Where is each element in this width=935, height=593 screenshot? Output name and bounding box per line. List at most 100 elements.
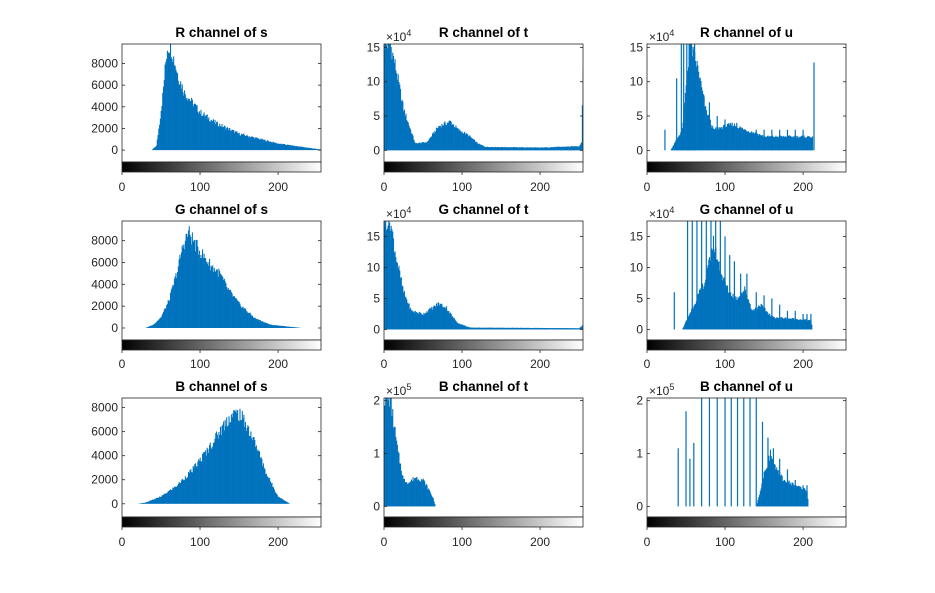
histogram-bar bbox=[567, 328, 569, 330]
histogram-bar bbox=[283, 143, 285, 151]
histogram-bar bbox=[547, 147, 549, 151]
plot-title: B channel of s bbox=[175, 379, 267, 394]
histogram-bar bbox=[286, 145, 288, 151]
histogram-bar bbox=[750, 132, 752, 151]
histogram-bar bbox=[218, 432, 220, 504]
histogram-bar bbox=[745, 130, 747, 151]
histogram-bar bbox=[393, 252, 395, 330]
histogram-bar bbox=[495, 146, 497, 151]
histogram-bar bbox=[786, 137, 788, 151]
histogram-bar bbox=[205, 115, 207, 151]
histogram-bar bbox=[216, 434, 218, 504]
histogram-bar bbox=[770, 315, 772, 330]
histogram-bar bbox=[525, 147, 527, 151]
histogram-bar bbox=[392, 52, 394, 151]
histogram-bar bbox=[264, 469, 266, 504]
histogram-bar bbox=[306, 147, 308, 151]
histogram-bar bbox=[267, 140, 269, 151]
histogram-bar bbox=[496, 327, 498, 330]
histogram-bar bbox=[410, 310, 413, 330]
histogram-bar bbox=[563, 146, 565, 151]
histogram-bar bbox=[708, 259, 710, 330]
histogram-bar bbox=[535, 147, 537, 151]
histogram-bar bbox=[808, 136, 810, 151]
histogram-bar bbox=[399, 84, 401, 151]
histogram-spike bbox=[755, 129, 757, 151]
histogram-bar bbox=[385, 230, 388, 330]
histogram-bar bbox=[146, 501, 148, 504]
histogram-bar bbox=[394, 426, 396, 507]
histogram-bar bbox=[154, 147, 156, 151]
histogram-bar bbox=[456, 127, 458, 151]
histogram-bar bbox=[399, 89, 402, 151]
histogram-bar bbox=[780, 475, 782, 507]
histogram-bar bbox=[432, 306, 434, 330]
histogram-bar bbox=[811, 137, 813, 151]
histogram-spike bbox=[701, 398, 703, 507]
histogram-bar bbox=[788, 480, 790, 507]
histogram-bar bbox=[273, 489, 275, 504]
histogram-bar bbox=[775, 469, 777, 507]
y-tick-label: 1 bbox=[373, 447, 380, 461]
histogram-bar bbox=[471, 137, 473, 151]
histogram-bar bbox=[769, 136, 771, 151]
histogram-bar bbox=[385, 44, 388, 151]
histogram-bar bbox=[250, 136, 252, 151]
histogram-bar bbox=[427, 489, 429, 507]
histogram-spike bbox=[676, 78, 678, 151]
histogram-bar bbox=[315, 148, 318, 151]
x-tick-label: 200 bbox=[793, 535, 813, 549]
histogram-bar bbox=[171, 287, 173, 328]
histogram-bar bbox=[424, 485, 427, 507]
histogram-bar bbox=[460, 324, 462, 330]
x-tick-label: 200 bbox=[268, 180, 288, 194]
histogram-bar bbox=[739, 126, 741, 151]
histogram-bar bbox=[394, 59, 396, 151]
histogram-bar bbox=[741, 128, 743, 151]
histogram-spike bbox=[719, 221, 721, 330]
histogram-bar bbox=[387, 44, 389, 151]
histogram-bar bbox=[217, 125, 219, 151]
histogram-bar bbox=[200, 461, 202, 504]
histogram-bar bbox=[297, 146, 300, 151]
histogram-bar bbox=[244, 426, 246, 504]
histogram-bar bbox=[287, 502, 289, 504]
histogram-bar bbox=[509, 147, 511, 151]
histogram-bar bbox=[419, 312, 421, 330]
histogram-bar bbox=[281, 325, 283, 328]
histogram-bar bbox=[215, 433, 217, 504]
histogram-bar bbox=[776, 467, 778, 507]
histogram-bar bbox=[242, 306, 244, 328]
histogram-bar bbox=[581, 105, 583, 151]
histogram-bar bbox=[482, 327, 484, 330]
histogram-bar bbox=[699, 288, 701, 330]
histogram-bar bbox=[755, 307, 757, 330]
histogram-bar bbox=[204, 116, 206, 151]
histogram-bar bbox=[678, 135, 680, 151]
histogram-bar bbox=[147, 327, 149, 328]
histogram-bar bbox=[393, 426, 395, 507]
histogram-bar bbox=[158, 128, 160, 151]
histogram-bar bbox=[193, 240, 195, 328]
histogram-bar bbox=[709, 257, 711, 330]
histogram-bar bbox=[757, 306, 759, 330]
histogram-bar bbox=[433, 305, 435, 330]
histogram-bar bbox=[732, 126, 734, 151]
histogram-bar bbox=[732, 293, 734, 330]
histogram-bar bbox=[568, 328, 570, 330]
histogram-bar bbox=[200, 109, 202, 151]
histogram-bar bbox=[501, 327, 503, 330]
histogram-bar bbox=[287, 326, 289, 328]
histogram-bar bbox=[778, 317, 780, 330]
histogram-bar bbox=[257, 138, 259, 151]
histogram-bar bbox=[791, 317, 793, 330]
histogram-bar bbox=[772, 458, 774, 507]
histogram-bar bbox=[202, 114, 204, 151]
histogram-bar bbox=[571, 328, 573, 330]
histogram-bar bbox=[430, 493, 432, 507]
histogram-bar bbox=[226, 289, 229, 328]
histogram-bar bbox=[580, 326, 582, 330]
histogram-bar bbox=[181, 245, 183, 328]
histogram-bar bbox=[425, 484, 427, 507]
histogram-bar bbox=[783, 318, 785, 330]
